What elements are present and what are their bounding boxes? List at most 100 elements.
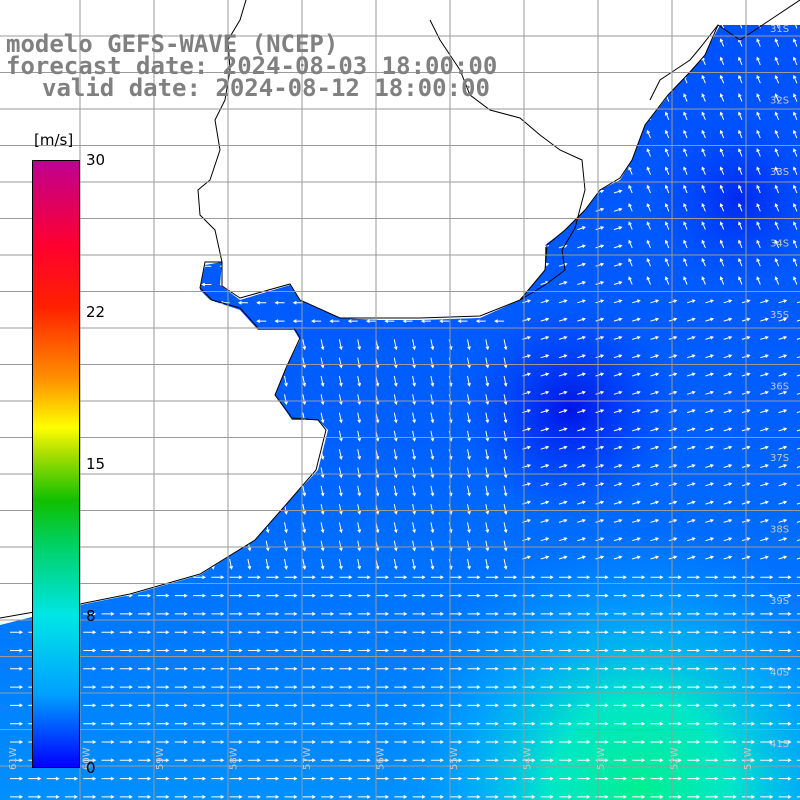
- wind-arrow: [449, 795, 463, 799]
- wind-arrow: [558, 354, 568, 359]
- wind-arrow: [211, 740, 225, 744]
- wind-arrow: [792, 239, 798, 249]
- wind-arrow: [705, 500, 715, 505]
- wind-arrow: [778, 537, 788, 542]
- wind-arrow: [756, 166, 761, 175]
- wind-arrow: [650, 500, 660, 505]
- wind-arrow: [632, 299, 641, 304]
- wind-arrow: [321, 685, 335, 689]
- wind-arrow: [683, 257, 688, 267]
- wind-arrow: [668, 537, 678, 542]
- wind-arrow: [467, 375, 471, 387]
- lat-label: 31S: [770, 24, 789, 35]
- wind-arrow: [738, 74, 743, 84]
- wind-arrow: [683, 93, 688, 102]
- wind-arrow: [705, 575, 719, 580]
- wind-arrow: [778, 685, 792, 689]
- wind-arrow: [668, 555, 678, 560]
- wind-arrow: [338, 504, 343, 515]
- wind-arrow: [705, 666, 719, 671]
- wind-arrow: [632, 685, 646, 689]
- wind-arrow: [338, 412, 343, 424]
- wind-arrow: [705, 390, 715, 395]
- wind-arrow: [796, 299, 800, 304]
- wind-arrow: [613, 427, 623, 432]
- wind-arrow: [558, 262, 568, 267]
- wind-arrow: [302, 685, 316, 689]
- wind-arrow: [540, 758, 554, 763]
- wind-arrow: [742, 776, 756, 781]
- wind-arrow: [613, 445, 623, 450]
- wind-arrow: [430, 612, 444, 616]
- wind-arrow: [156, 703, 170, 708]
- wind-arrow: [668, 372, 678, 377]
- wind-arrow: [485, 357, 490, 369]
- wind-arrow: [292, 300, 303, 305]
- wind-arrow: [284, 703, 298, 708]
- wind-arrow: [668, 593, 682, 598]
- wind-arrow: [792, 93, 798, 102]
- wind-arrow: [338, 375, 343, 387]
- wind-arrow: [796, 575, 800, 580]
- wind-arrow: [357, 721, 371, 726]
- wind-arrow: [394, 776, 408, 781]
- wind-arrow: [247, 666, 261, 671]
- wind-arrow: [430, 758, 444, 763]
- wind-arrow: [687, 721, 701, 726]
- wind-arrow: [686, 482, 696, 487]
- wind-arrow: [595, 500, 605, 505]
- wind-arrow: [686, 500, 696, 505]
- wind-arrow: [683, 202, 688, 212]
- title-model: modelo GEFS-WAVE (NCEP): [6, 30, 339, 58]
- wind-arrow: [796, 612, 800, 616]
- wind-arrow: [632, 354, 641, 359]
- wind-arrow: [778, 317, 788, 322]
- wind-arrow: [796, 445, 800, 450]
- wind-arrow: [376, 758, 390, 763]
- wind-arrow: [774, 239, 780, 249]
- wind-arrow: [430, 685, 444, 689]
- wind-arrow: [668, 409, 678, 414]
- wind-arrow: [265, 540, 270, 552]
- wind-arrow: [83, 721, 97, 726]
- wind-arrow: [723, 795, 737, 799]
- wind-arrow: [774, 257, 780, 267]
- title-forecast-date: forecast date: 2024-08-03 18:00:00: [6, 52, 498, 80]
- wind-arrow: [756, 74, 761, 84]
- wind-arrow: [778, 648, 792, 653]
- wind-arrow: [247, 721, 261, 726]
- wind-arrow: [247, 575, 261, 580]
- wind-arrow: [503, 467, 508, 479]
- wind-arrow: [266, 721, 280, 726]
- wind-arrow: [503, 357, 508, 369]
- wind-arrow: [577, 776, 591, 781]
- wind-arrow: [774, 74, 780, 84]
- wind-arrow: [774, 166, 780, 175]
- wind-arrow: [723, 648, 737, 653]
- lon-label: 51W: [743, 747, 754, 770]
- wind-arrow: [687, 575, 701, 580]
- wind-arrow: [760, 740, 774, 744]
- wind-arrow: [559, 575, 573, 580]
- wind-arrow: [321, 593, 335, 598]
- wind-arrow: [577, 335, 586, 340]
- wind-arrow: [686, 409, 696, 414]
- wind-arrow: [668, 445, 678, 450]
- wind-arrow: [412, 593, 426, 598]
- wind-arrow: [756, 148, 761, 157]
- wind-arrow: [193, 575, 207, 580]
- wind-arrow: [595, 335, 605, 340]
- wind-arrow: [796, 795, 800, 799]
- wind-arrow: [613, 464, 623, 468]
- wind-arrow: [632, 703, 646, 708]
- wind-arrow: [357, 648, 371, 653]
- wind-arrow: [412, 504, 416, 515]
- wind-arrow: [705, 354, 715, 359]
- wind-arrow: [247, 593, 261, 598]
- wind-arrow: [540, 685, 554, 689]
- wind-arrow: [774, 25, 780, 29]
- wind-arrow: [321, 666, 335, 671]
- wind-arrow: [503, 449, 508, 461]
- wind-arrow: [540, 612, 554, 616]
- wind-arrow: [778, 795, 792, 799]
